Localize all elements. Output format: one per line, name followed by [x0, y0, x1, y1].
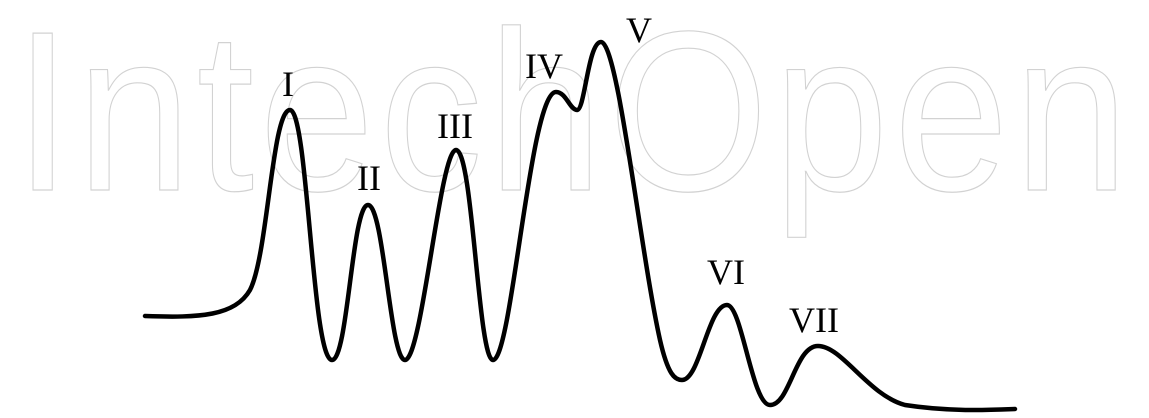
peak-label-vii: VII [789, 300, 839, 340]
peak-label-iv: IV [525, 46, 563, 86]
chromatogram-trace [142, 39, 1018, 413]
peak-label-ii: II [357, 158, 381, 198]
peak-label-vi: VI [707, 252, 745, 292]
peak-label-v: V [626, 10, 652, 50]
peak-label-iii: III [437, 106, 473, 146]
peak-label-i: I [282, 64, 294, 104]
